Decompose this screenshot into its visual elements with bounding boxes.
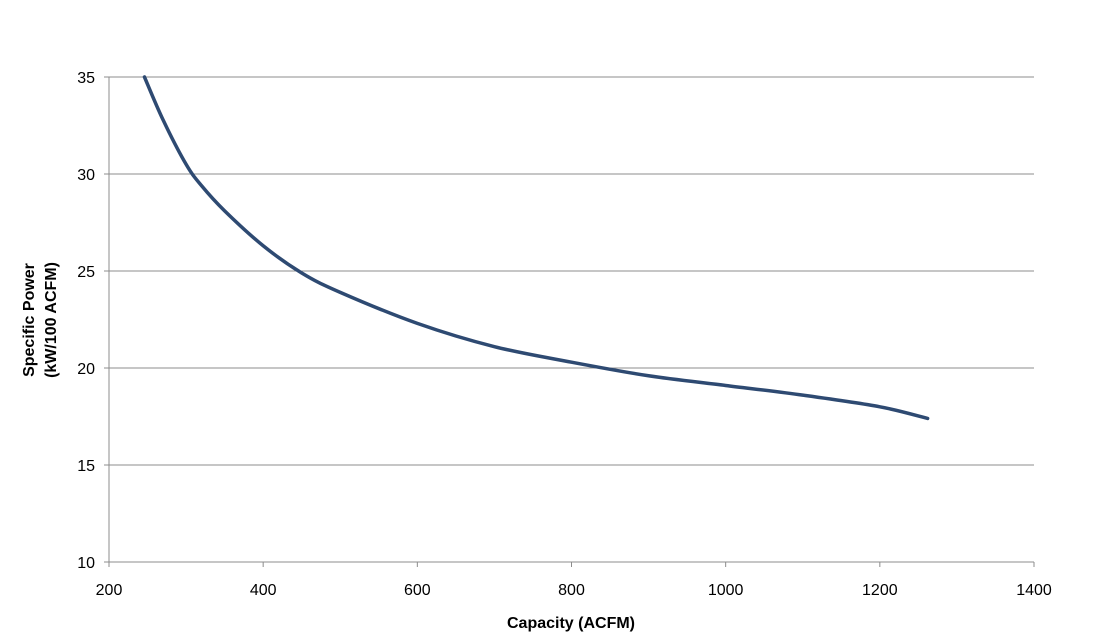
x-tick-label: 200 [96,582,123,599]
series-group [142,75,930,421]
x-tick-label: 1200 [862,582,898,599]
y-tick-labels: 10 15 20 25 30 35 [77,70,95,572]
x-tick-label: 1400 [1016,582,1052,599]
y-axis-title-line-2: (kW/100 ACFM) [43,262,60,378]
y-tick-label: 35 [77,70,95,87]
y-axis-title: Specific Power (kW/100 ACFM) [21,262,60,378]
y-tick-label: 30 [77,167,95,184]
axes [104,76,1035,567]
x-axis-title: Capacity (ACFM) [507,615,635,632]
x-tick-labels: 200 400 600 800 1000 1200 1400 [96,582,1052,599]
y-tick-label: 20 [77,361,95,378]
x-tick-label: 1000 [708,582,744,599]
y-tick-label: 15 [77,458,95,475]
y-tick-label: 10 [77,555,95,572]
gridlines [109,76,1034,466]
series-line-0 [142,75,930,421]
y-tick-label: 25 [77,264,95,281]
x-tick-label: 800 [558,582,585,599]
x-tick-label: 600 [404,582,431,599]
y-axis-title-line-1: Specific Power [21,263,38,377]
x-tick-label: 400 [250,582,277,599]
